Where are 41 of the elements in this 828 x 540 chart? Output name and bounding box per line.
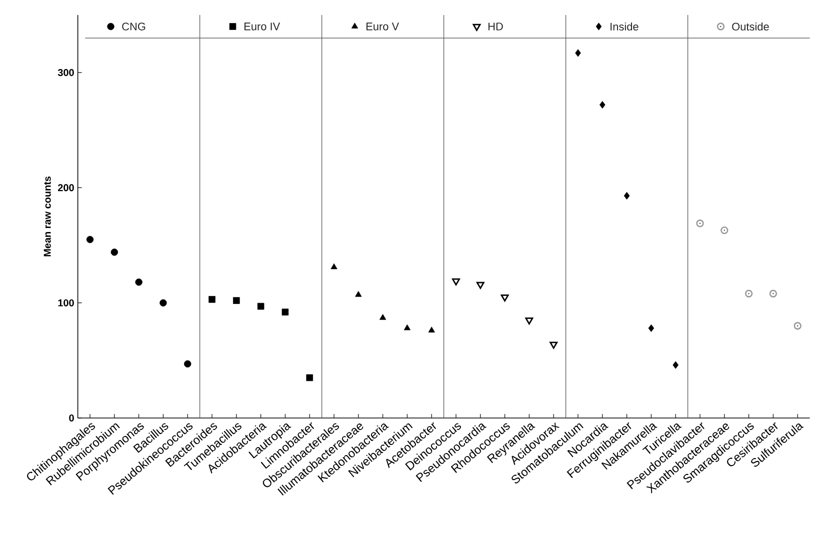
point bbox=[110, 248, 118, 256]
point bbox=[550, 342, 558, 349]
y-tick-label: 200 bbox=[58, 184, 74, 192]
point bbox=[135, 278, 142, 286]
point bbox=[86, 236, 94, 244]
y-axis-title: Mean raw counts bbox=[44, 176, 51, 256]
point bbox=[452, 278, 460, 286]
legend-label: CNG bbox=[122, 22, 146, 30]
point bbox=[160, 299, 167, 306]
legend-label: Outside bbox=[732, 22, 769, 31]
point bbox=[404, 324, 411, 330]
point bbox=[744, 290, 753, 298]
point bbox=[720, 226, 728, 234]
point bbox=[208, 296, 216, 303]
point bbox=[648, 324, 654, 332]
point bbox=[769, 290, 778, 298]
legend-label: Euro IV bbox=[244, 22, 280, 30]
point bbox=[500, 294, 509, 302]
y-tick-label: 300 bbox=[58, 69, 74, 76]
point bbox=[525, 318, 534, 325]
point bbox=[184, 360, 192, 368]
point bbox=[624, 192, 630, 200]
point bbox=[355, 290, 362, 297]
point bbox=[672, 361, 678, 369]
legend-label: Euro V bbox=[366, 22, 400, 30]
y-tick-label: 100 bbox=[58, 299, 74, 306]
legend-label: Inside bbox=[610, 22, 638, 31]
point bbox=[282, 308, 289, 316]
point bbox=[330, 263, 338, 270]
point bbox=[600, 101, 606, 109]
point bbox=[794, 322, 802, 330]
point bbox=[428, 326, 435, 332]
legend-label: HD bbox=[488, 22, 503, 30]
point bbox=[696, 220, 704, 228]
point bbox=[257, 302, 264, 310]
point bbox=[575, 49, 581, 57]
point bbox=[476, 282, 484, 289]
point bbox=[306, 374, 313, 382]
point bbox=[380, 314, 386, 320]
y-tick-label: 0 bbox=[69, 414, 74, 422]
point bbox=[233, 297, 240, 304]
